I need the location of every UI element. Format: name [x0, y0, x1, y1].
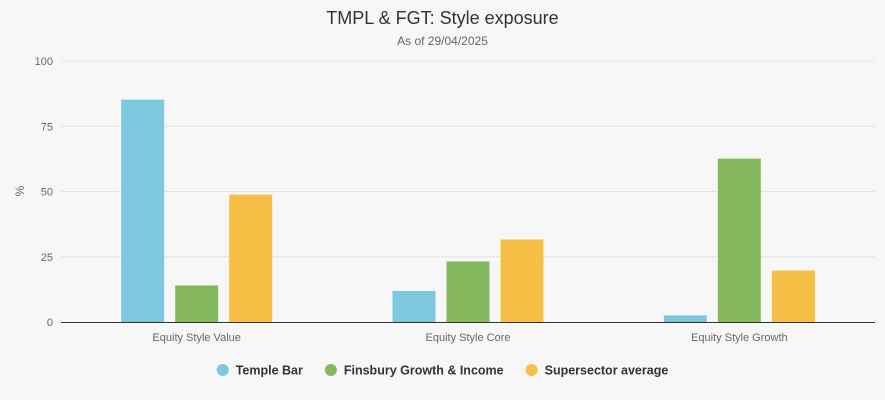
bars — [121, 99, 815, 323]
bar[interactable] — [175, 285, 219, 322]
legend-label: Finsbury Growth & Income — [344, 364, 504, 378]
y-tick-label: 100 — [35, 56, 53, 68]
legend-item[interactable]: Temple Bar — [216, 364, 303, 378]
legend-item[interactable]: Finsbury Growth & Income — [324, 364, 504, 378]
y-tick-label: 0 — [47, 317, 53, 329]
x-tick-label: Equity Style Growth — [691, 332, 788, 344]
y-axis-label: % — [13, 185, 27, 196]
bar[interactable] — [392, 290, 436, 322]
y-tick-label: 50 — [41, 187, 53, 199]
bar[interactable] — [121, 99, 165, 323]
y-axis-ticks: 0 25 50 75 100 — [35, 56, 53, 329]
bar[interactable] — [229, 194, 273, 322]
legend-marker — [324, 364, 337, 376]
bar[interactable] — [717, 158, 761, 322]
legend: Temple Bar Finsbury Growth & Income Supers… — [216, 364, 669, 378]
legend-item[interactable]: Supersector average — [525, 364, 669, 378]
bar[interactable] — [663, 315, 707, 322]
bar[interactable] — [771, 270, 815, 322]
chart-subtitle: As of 29/04/2025 — [397, 34, 488, 48]
legend-marker — [216, 364, 229, 376]
x-axis-ticks: Equity Style Value Equity Style Core Equit… — [152, 332, 787, 344]
y-tick-label: 75 — [41, 121, 53, 133]
legend-label: Supersector average — [545, 364, 669, 378]
bar[interactable] — [446, 261, 490, 322]
x-tick-label: Equity Style Core — [426, 332, 511, 344]
y-tick-label: 25 — [41, 252, 53, 264]
chart-title: TMPL & FGT: Style exposure — [326, 8, 558, 28]
legend-label: Temple Bar — [236, 364, 303, 378]
x-tick-label: Equity Style Value — [152, 332, 240, 344]
bar[interactable] — [500, 239, 544, 322]
legend-marker — [525, 364, 538, 376]
